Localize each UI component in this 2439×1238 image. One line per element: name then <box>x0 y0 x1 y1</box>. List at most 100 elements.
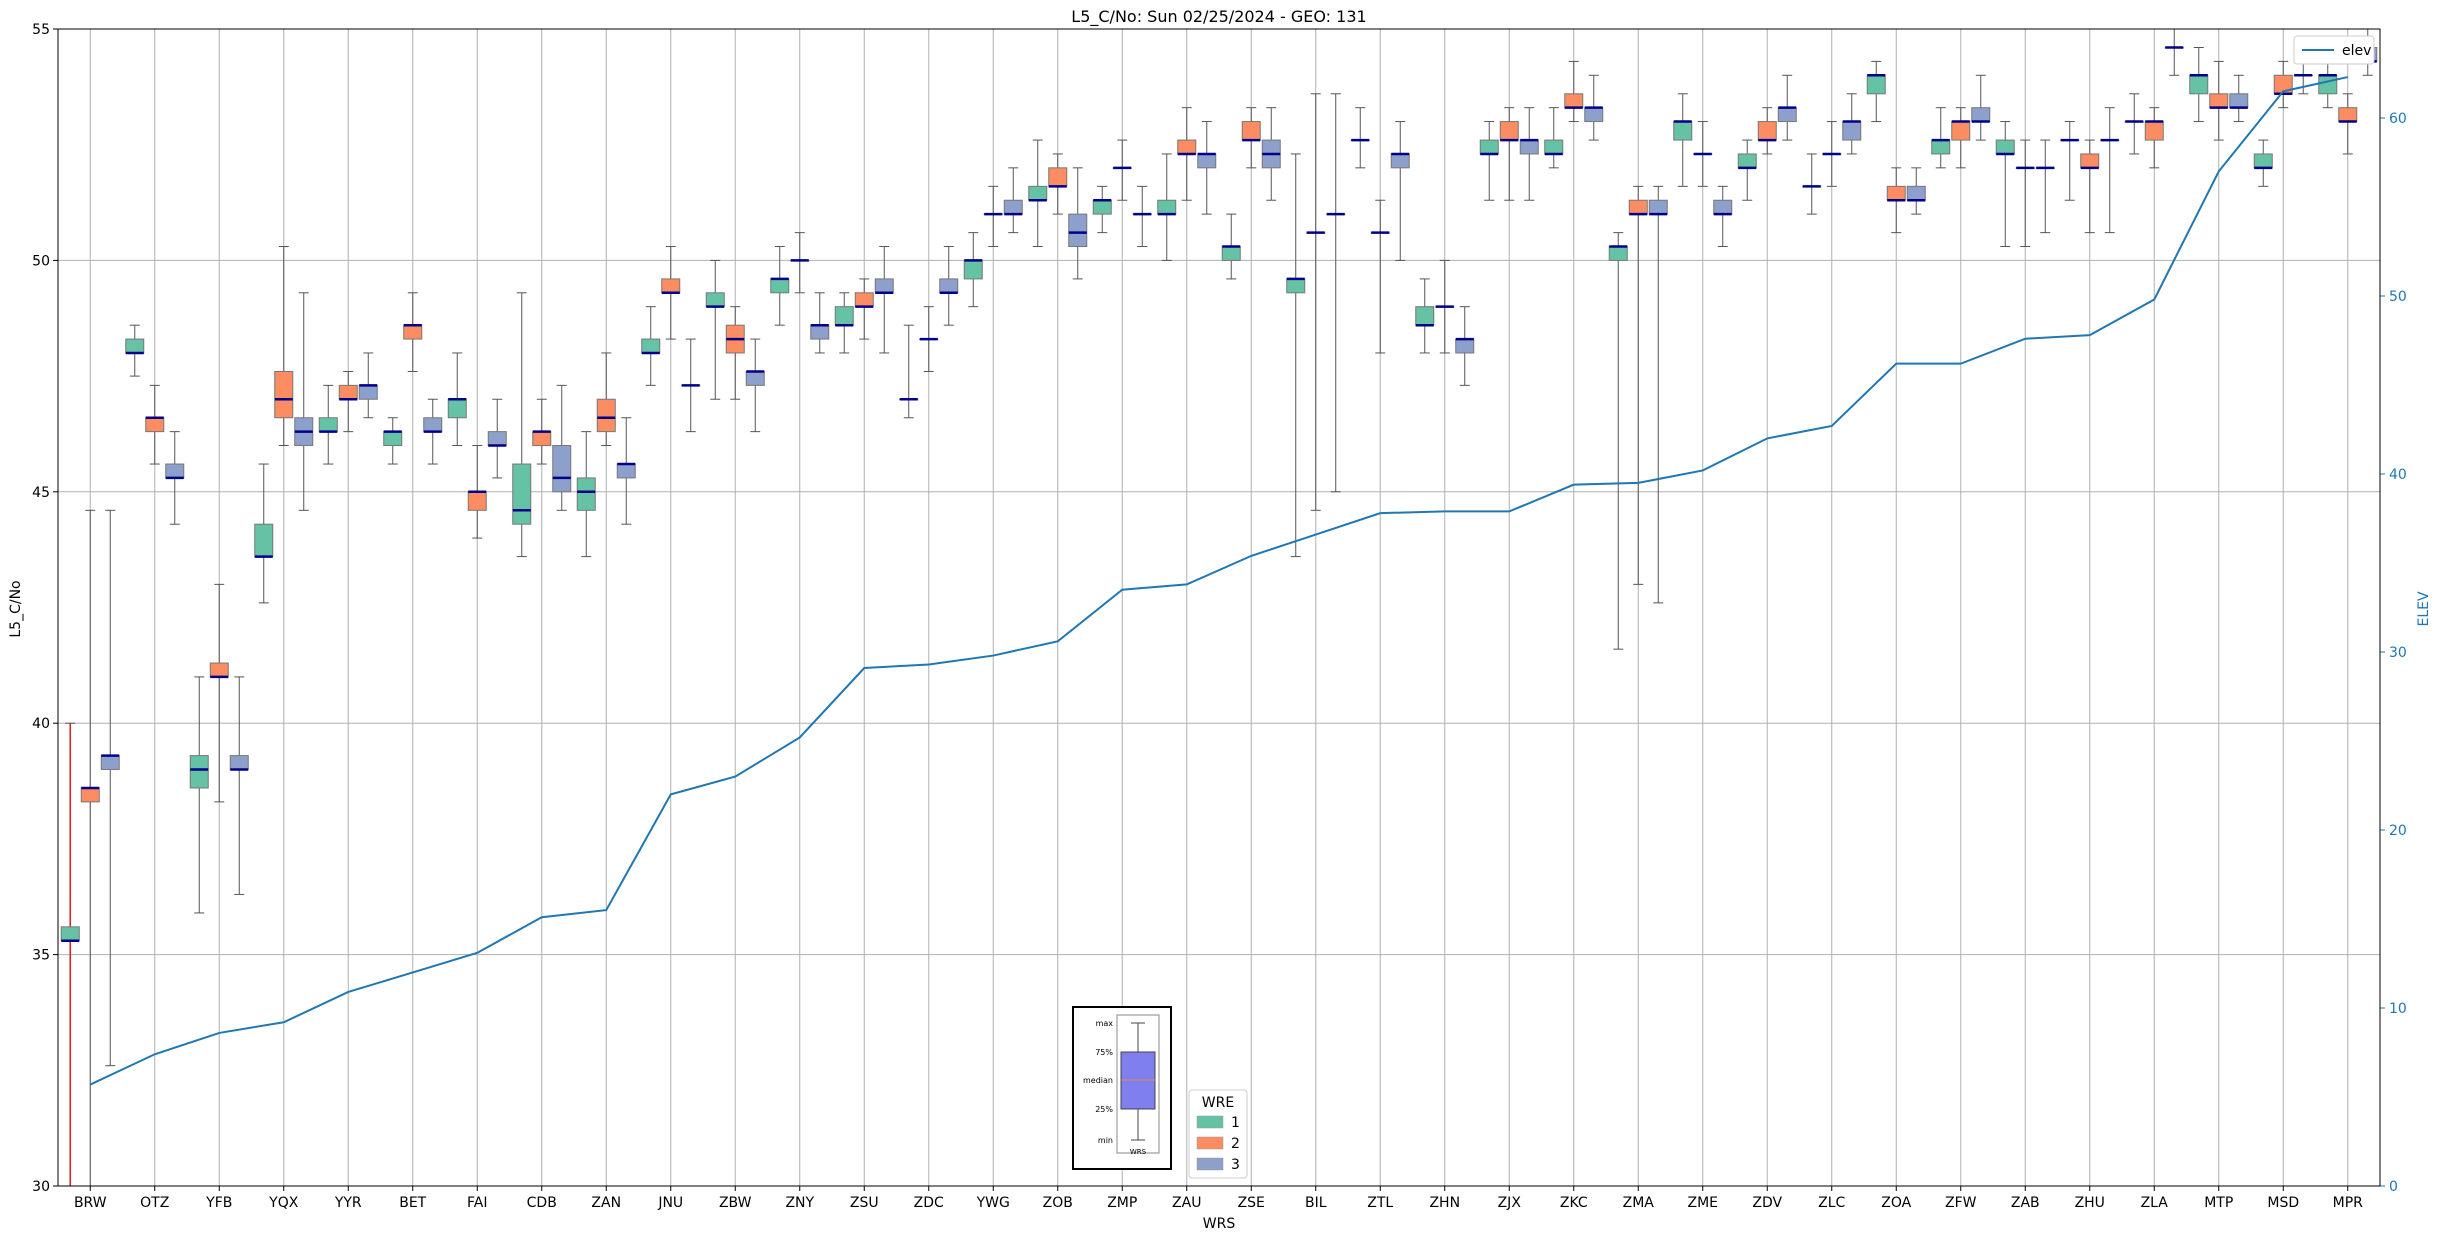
box-wre-1 <box>1092 199 1112 215</box>
x-tick-label: CDB <box>527 1195 557 1211</box>
box-wre-2 <box>403 324 423 340</box>
box-wre-1 <box>1995 139 2015 155</box>
x-tick-label: ZHU <box>2075 1195 2105 1211</box>
x-tick-label: ZBW <box>719 1195 752 1211</box>
x-tick-label: BIL <box>1305 1195 1327 1211</box>
box-wre-2 <box>2338 107 2358 123</box>
box-wre-1 <box>1157 199 1177 215</box>
box-key-label: median <box>1083 1076 1113 1085</box>
box-wre-2 <box>2144 121 2164 141</box>
box-wre-2 <box>596 398 616 433</box>
y-tick-label: 45 <box>32 485 50 501</box>
box-wre-2 <box>854 292 874 308</box>
box-wre-1 <box>189 755 209 789</box>
x-tick-label: ZAU <box>1172 1195 1201 1211</box>
box-wre-3 <box>1584 107 1604 123</box>
box-wre-1 <box>641 338 661 354</box>
x-tick-label: ZAB <box>2011 1195 2040 1211</box>
box-wre-1 <box>1221 246 1241 261</box>
y-axis-label: L5_C/No <box>8 580 24 637</box>
wre-legend-label: 3 <box>1231 1157 1240 1173</box>
box-wre-2 <box>1241 121 1261 141</box>
box-wre-2 <box>274 370 294 419</box>
x-tick-label: MPR <box>2333 1195 2364 1211</box>
box-wre-3 <box>1068 213 1088 248</box>
x-tick-label: OTZ <box>140 1195 169 1211</box>
box-wre-3 <box>1777 107 1797 123</box>
box-wre-3 <box>1842 121 1862 141</box>
box-wre-1 <box>2318 74 2338 95</box>
box-wre-1 <box>512 463 532 525</box>
grid <box>58 28 2380 1187</box>
x-tick-label: ZTL <box>1367 1195 1393 1211</box>
wre-legend-box <box>1188 1089 1248 1179</box>
elev-line <box>89 76 2348 1086</box>
box-wre-2 <box>1564 93 1584 109</box>
legends: elev max 75% median 25% min WRS WRE 1 2 3 <box>1072 35 2375 1179</box>
box-key-label: max <box>1096 1019 1114 1028</box>
axes: 30 35 40 45 50 55 0 10 20 30 40 50 60 BRW OTZ YFB YQX YYR… <box>32 22 2407 1211</box>
x-tick-label: YWG <box>976 1195 1010 1211</box>
box-wre-1 <box>60 926 80 942</box>
x-tick-label: ZLC <box>1818 1195 1845 1211</box>
box-wre-2 <box>2080 153 2100 169</box>
box-wre-3 <box>745 370 765 386</box>
x-tick-label: ZOB <box>1043 1195 1073 1211</box>
box-wre-3 <box>100 755 120 770</box>
box-wre-1 <box>1479 139 1499 155</box>
box-wre-2 <box>1628 199 1648 215</box>
right-y-tick-label: 20 <box>2389 823 2407 839</box>
box-wre-2 <box>80 787 100 803</box>
x-tick-label: JNU <box>657 1195 683 1211</box>
wre-legend-swatch <box>1196 1136 1224 1150</box>
box-wre-3 <box>1906 185 1926 201</box>
box-wre-2 <box>145 417 165 433</box>
right-y-tick-label: 10 <box>2389 1001 2407 1017</box>
box-wre-3 <box>229 755 249 770</box>
box-wre-1 <box>770 278 790 294</box>
x-tick-label: ZDV <box>1752 1195 1782 1211</box>
right-y-axis-label: ELEV <box>2416 591 2432 626</box>
box-wre-2 <box>1886 185 1906 201</box>
right-y-tick-label: 30 <box>2389 645 2407 661</box>
x-tick-label: MTP <box>2204 1195 2233 1211</box>
box-wre-2 <box>661 278 681 294</box>
box-wre-3 <box>552 445 572 493</box>
plot-frame <box>57 28 2381 1187</box>
x-tick-label: ZSU <box>850 1195 879 1211</box>
box-wre-2 <box>532 431 552 447</box>
box-wre-3 <box>423 417 443 433</box>
box-wre-1 <box>834 306 854 326</box>
box-wre-1 <box>318 417 338 433</box>
y-tick-label: 55 <box>32 22 50 38</box>
box-key-xlabel: WRS <box>1130 1148 1147 1156</box>
x-tick-label: YYR <box>334 1195 362 1211</box>
x-tick-label: FAI <box>467 1195 487 1211</box>
box-wre-3 <box>1519 139 1539 155</box>
x-tick-label: ZLA <box>2141 1195 2169 1211</box>
wre-legend-swatch <box>1196 1157 1224 1171</box>
y-tick-label: 40 <box>32 716 50 732</box>
x-tick-label: ZMP <box>1107 1195 1137 1211</box>
box-wre-3 <box>1455 338 1475 354</box>
right-y-tick-label: 60 <box>2389 111 2407 127</box>
x-axis-label: WRS <box>1203 1216 1236 1232</box>
box-wre-1 <box>963 259 983 280</box>
box-wre-1 <box>1608 246 1628 261</box>
box-wre-1 <box>125 338 145 354</box>
box-key-label: 25% <box>1095 1105 1113 1114</box>
box-wre-1 <box>2189 74 2209 95</box>
x-tick-label: ZMA <box>1623 1195 1655 1211</box>
x-tick-label: ZFW <box>1945 1195 1977 1211</box>
box-wre-3 <box>810 324 830 340</box>
x-tick-label: BET <box>399 1195 426 1211</box>
x-tick-label: ZAN <box>591 1195 621 1211</box>
box-wre-3 <box>1971 107 1991 123</box>
box-key-label: min <box>1098 1136 1113 1145</box>
elev-legend-label: elev <box>2342 43 2371 59</box>
x-tick-label: ZJX <box>1498 1195 1522 1211</box>
box-wre-2 <box>1757 121 1777 141</box>
box-wre-2 <box>467 491 487 511</box>
box-wre-2 <box>1499 121 1519 141</box>
